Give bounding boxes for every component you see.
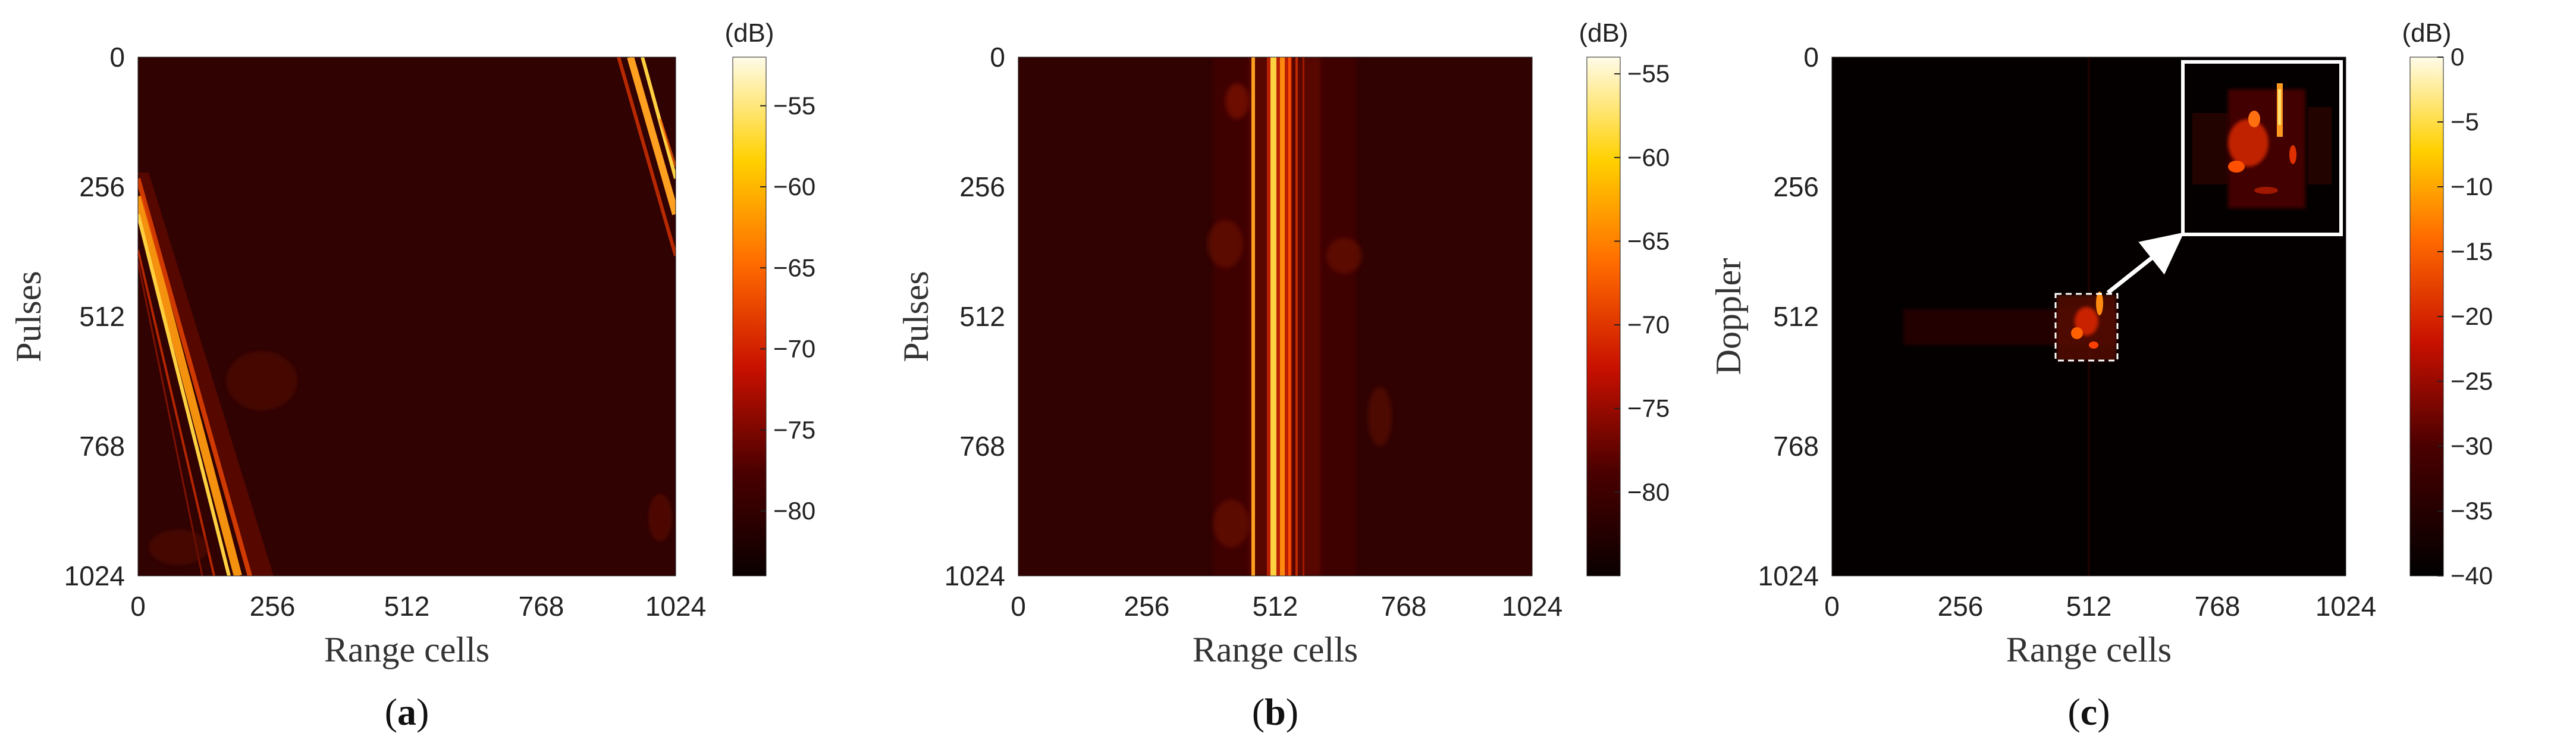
x-tick: 0	[1011, 591, 1026, 622]
y-tick: 512	[79, 301, 125, 332]
colorbar-tick-label: 0	[2451, 43, 2464, 71]
y-tick: 256	[79, 171, 125, 202]
colorbar-tick-label: −60	[1627, 143, 1670, 171]
colorbar-tick-label: −70	[1627, 311, 1670, 339]
colorbar-tick-label: −20	[2451, 302, 2493, 330]
x-ticks-c: 0 256 512 768 1024	[1824, 591, 2376, 622]
chart-b-svg: 0 256 512 768 1024 0 256 512 768 1024 Ra…	[896, 18, 1670, 669]
x-axis-label: Range cells	[2006, 630, 2172, 669]
colorbar-tick-label: −25	[2451, 367, 2493, 395]
colorbar-tick-label: −10	[2451, 173, 2493, 200]
y-tick: 1024	[64, 560, 125, 591]
panel-a: 0 256 512 768 1024 0 256 512 768 1024 Ra…	[0, 0, 856, 749]
colorbar-tick-label: −65	[1627, 227, 1670, 255]
caption-a: (a)	[384, 691, 429, 733]
heatmap-a	[138, 57, 676, 576]
caption-b: (b)	[1251, 691, 1299, 733]
colorbar-title: (dB)	[1579, 18, 1628, 48]
colorbar-title: (dB)	[724, 18, 774, 48]
y-axis-label: Pulses	[896, 271, 936, 362]
colorbar-title: (dB)	[2402, 18, 2451, 48]
y-tick: 256	[1773, 171, 1819, 202]
colorbar-tick-label: −65	[773, 253, 815, 281]
colorbar-tick-label: −30	[2451, 432, 2493, 460]
y-tick: 0	[109, 42, 125, 73]
panel-c: 0 256 512 768 1024 0 256 512 768 1024 Ra…	[1709, 0, 2576, 749]
colorbar-tick-label: −80	[1627, 478, 1670, 506]
x-axis-label: Range cells	[1193, 630, 1358, 669]
panel-b: 0 256 512 768 1024 0 256 512 768 1024 Ra…	[856, 0, 1713, 749]
colorbar-c: (dB) 0 −5 −10 −15 −20 −25 −30 −35 −40	[2402, 18, 2493, 590]
target-blob	[2057, 292, 2116, 361]
colorbar-tick-label: −55	[773, 92, 815, 120]
heatmap-b	[1207, 57, 1392, 576]
diagonal-streak-left	[138, 173, 274, 576]
chart-a-svg: 0 256 512 768 1024 0 256 512 768 1024 Ra…	[9, 18, 815, 669]
colorbar-tick-label: −80	[773, 497, 815, 525]
colorbar-tick-label: −60	[773, 173, 815, 200]
colorbar-gradient	[1586, 57, 1621, 576]
colorbar-tick-label: −15	[2451, 237, 2493, 265]
x-tick: 1024	[1502, 591, 1562, 622]
y-tick: 512	[1773, 301, 1819, 332]
colorbar-a: (dB) −55 −60 −65 −70 −75 −80	[724, 18, 815, 576]
colorbar-tick-label: −55	[1627, 59, 1670, 87]
x-tick: 768	[519, 591, 564, 622]
y-tick: 1024	[945, 560, 1005, 591]
y-tick: 1024	[1758, 560, 1819, 591]
colorbar-tick-label: −35	[2451, 497, 2493, 525]
x-tick: 1024	[645, 591, 706, 622]
caption-c: (c)	[2067, 691, 2110, 733]
x-tick: 768	[2195, 591, 2241, 622]
x-axis-label: Range cells	[324, 630, 490, 669]
y-ticks-a: 0 256 512 768 1024	[64, 42, 125, 591]
x-tick: 256	[1124, 591, 1170, 622]
y-tick: 768	[79, 431, 125, 462]
x-tick: 256	[250, 591, 296, 622]
x-tick: 512	[384, 591, 430, 622]
zoom-source-box	[2054, 293, 2119, 362]
x-tick: 256	[1938, 591, 1984, 622]
colorbar-b: (dB) −55 −60 −65 −70 −75 −80	[1579, 18, 1670, 576]
diagonal-streak-right	[617, 57, 676, 256]
y-tick: 768	[1773, 431, 1819, 462]
colorbar-gradient	[732, 57, 767, 576]
zoom-arrow	[2106, 232, 2184, 294]
y-tick: 0	[990, 42, 1005, 73]
x-tick: 0	[1824, 591, 1840, 622]
y-ticks-c: 0 256 512 768 1024	[1758, 42, 1819, 591]
y-tick: 0	[1803, 42, 1819, 73]
zoom-inset	[2106, 60, 2343, 294]
y-tick: 768	[959, 431, 1005, 462]
x-ticks-b: 0 256 512 768 1024	[1011, 591, 1562, 622]
y-tick: 256	[959, 171, 1005, 202]
y-tick: 512	[959, 301, 1005, 332]
x-tick: 768	[1381, 591, 1427, 622]
heatmap-c	[1903, 57, 2119, 576]
colorbar-tick-label: −75	[773, 416, 815, 444]
colorbar-tick-label: −75	[1627, 394, 1670, 422]
x-tick: 512	[1253, 591, 1298, 622]
y-axis-label: Doppler	[1709, 258, 1748, 375]
x-ticks-a: 0 256 512 768 1024	[130, 591, 706, 622]
x-tick: 1024	[2315, 591, 2376, 622]
x-tick: 512	[2066, 591, 2112, 622]
colorbar-tick-label: −40	[2451, 562, 2493, 590]
vertical-band-b	[1251, 57, 1304, 576]
x-tick: 0	[130, 591, 146, 622]
y-axis-label: Pulses	[9, 271, 48, 362]
y-ticks-b: 0 256 512 768 1024	[945, 42, 1005, 591]
colorbar-tick-label: −70	[773, 335, 815, 363]
chart-c-svg: 0 256 512 768 1024 0 256 512 768 1024 Ra…	[1709, 18, 2493, 669]
colorbar-tick-label: −5	[2451, 108, 2479, 136]
